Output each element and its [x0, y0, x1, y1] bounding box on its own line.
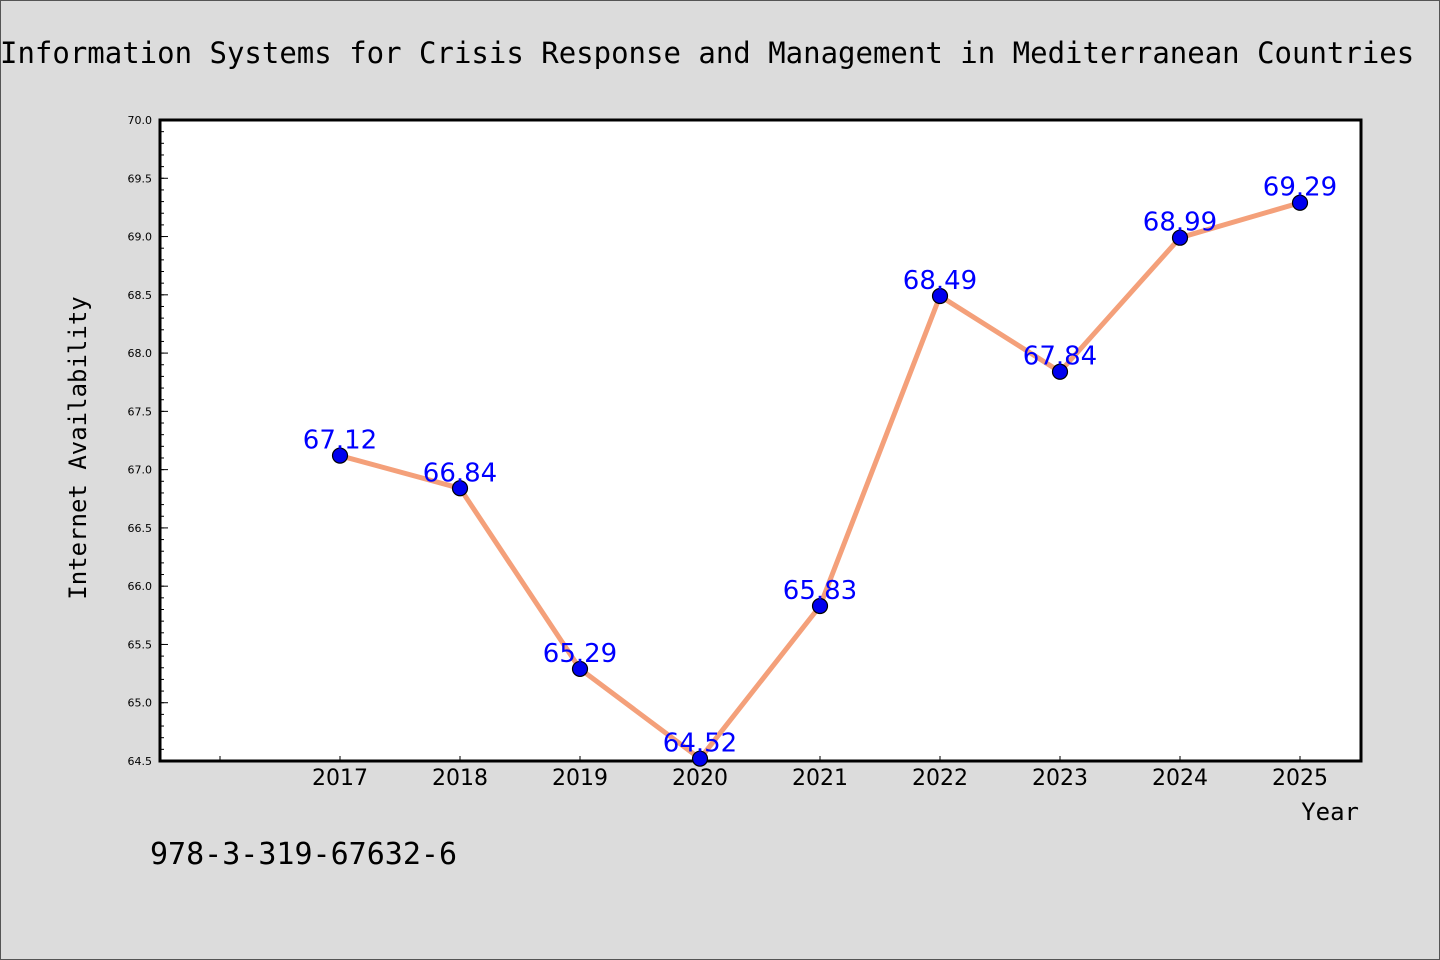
- data-point: [811, 597, 829, 615]
- data-labels: 67.12 66.84 65.29 64.52 65.83 68.49 67.84 68.99…: [303, 173, 1337, 759]
- data-point: [1171, 229, 1189, 246]
- data-point: [691, 750, 709, 767]
- data-point: [451, 480, 469, 497]
- y-tick-label: 67.0: [128, 464, 153, 477]
- data-point: [1051, 363, 1069, 380]
- series-markers: [331, 194, 1309, 767]
- data-label: 66.84: [423, 458, 497, 488]
- y-tick-label: 65.0: [128, 697, 153, 710]
- x-tick-label: 2025: [1272, 766, 1328, 791]
- data-label: 64.52: [663, 729, 737, 759]
- x-tick-label: 2024: [1152, 766, 1208, 791]
- data-label: 68.99: [1143, 208, 1217, 238]
- data-label: 68.49: [903, 266, 977, 296]
- y-tick-label: 68.0: [128, 347, 153, 360]
- data-point: [331, 447, 349, 464]
- y-tick-label: 68.5: [128, 289, 153, 302]
- data-label: 67.84: [1023, 342, 1097, 372]
- data-point: [571, 660, 589, 678]
- data-label: 69.29: [1263, 173, 1337, 203]
- y-tick-label: 66.0: [128, 580, 153, 593]
- y-tick-label: 67.5: [128, 405, 153, 418]
- y-tick-label: 70.0: [128, 114, 153, 127]
- data-label: 65.83: [783, 576, 857, 606]
- y-tick-label: 66.5: [128, 522, 153, 535]
- x-tick-label: 2017: [312, 766, 368, 791]
- x-tick-label: 2021: [792, 766, 848, 791]
- x-tick-label: 2020: [672, 766, 728, 791]
- y-tick-label: 65.5: [128, 638, 153, 651]
- x-tick-label: 2022: [912, 766, 968, 791]
- data-label: 65.29: [543, 639, 617, 669]
- x-tick-label: 2019: [552, 766, 608, 791]
- data-label: 67.12: [303, 426, 377, 456]
- x-tick-label: 2018: [432, 766, 488, 791]
- y-tick-label: 69.0: [128, 231, 153, 244]
- y-tick-label: 69.5: [128, 172, 153, 185]
- x-tick-label: 2023: [1032, 766, 1088, 791]
- x-axis: 2017 2018 2019 2020 2021 2022 2023 2024 2025: [219, 756, 1328, 791]
- plot-area: [158, 118, 1363, 763]
- footnote-isbn: 978-3-319-67632-6: [150, 837, 457, 872]
- y-axis: 64.5 65.0 65.5 66.0 66.5 67.0 67.5 68.0 68.5 69.0…: [128, 114, 168, 768]
- chart-title: Information Systems for Crisis Response …: [0, 36, 1414, 70]
- data-point: [1291, 194, 1309, 211]
- x-axis-label: Year: [1301, 798, 1359, 826]
- y-axis-label: Internet Availability: [64, 296, 92, 599]
- y-tick-label: 64.5: [128, 755, 153, 768]
- data-point: [931, 287, 949, 305]
